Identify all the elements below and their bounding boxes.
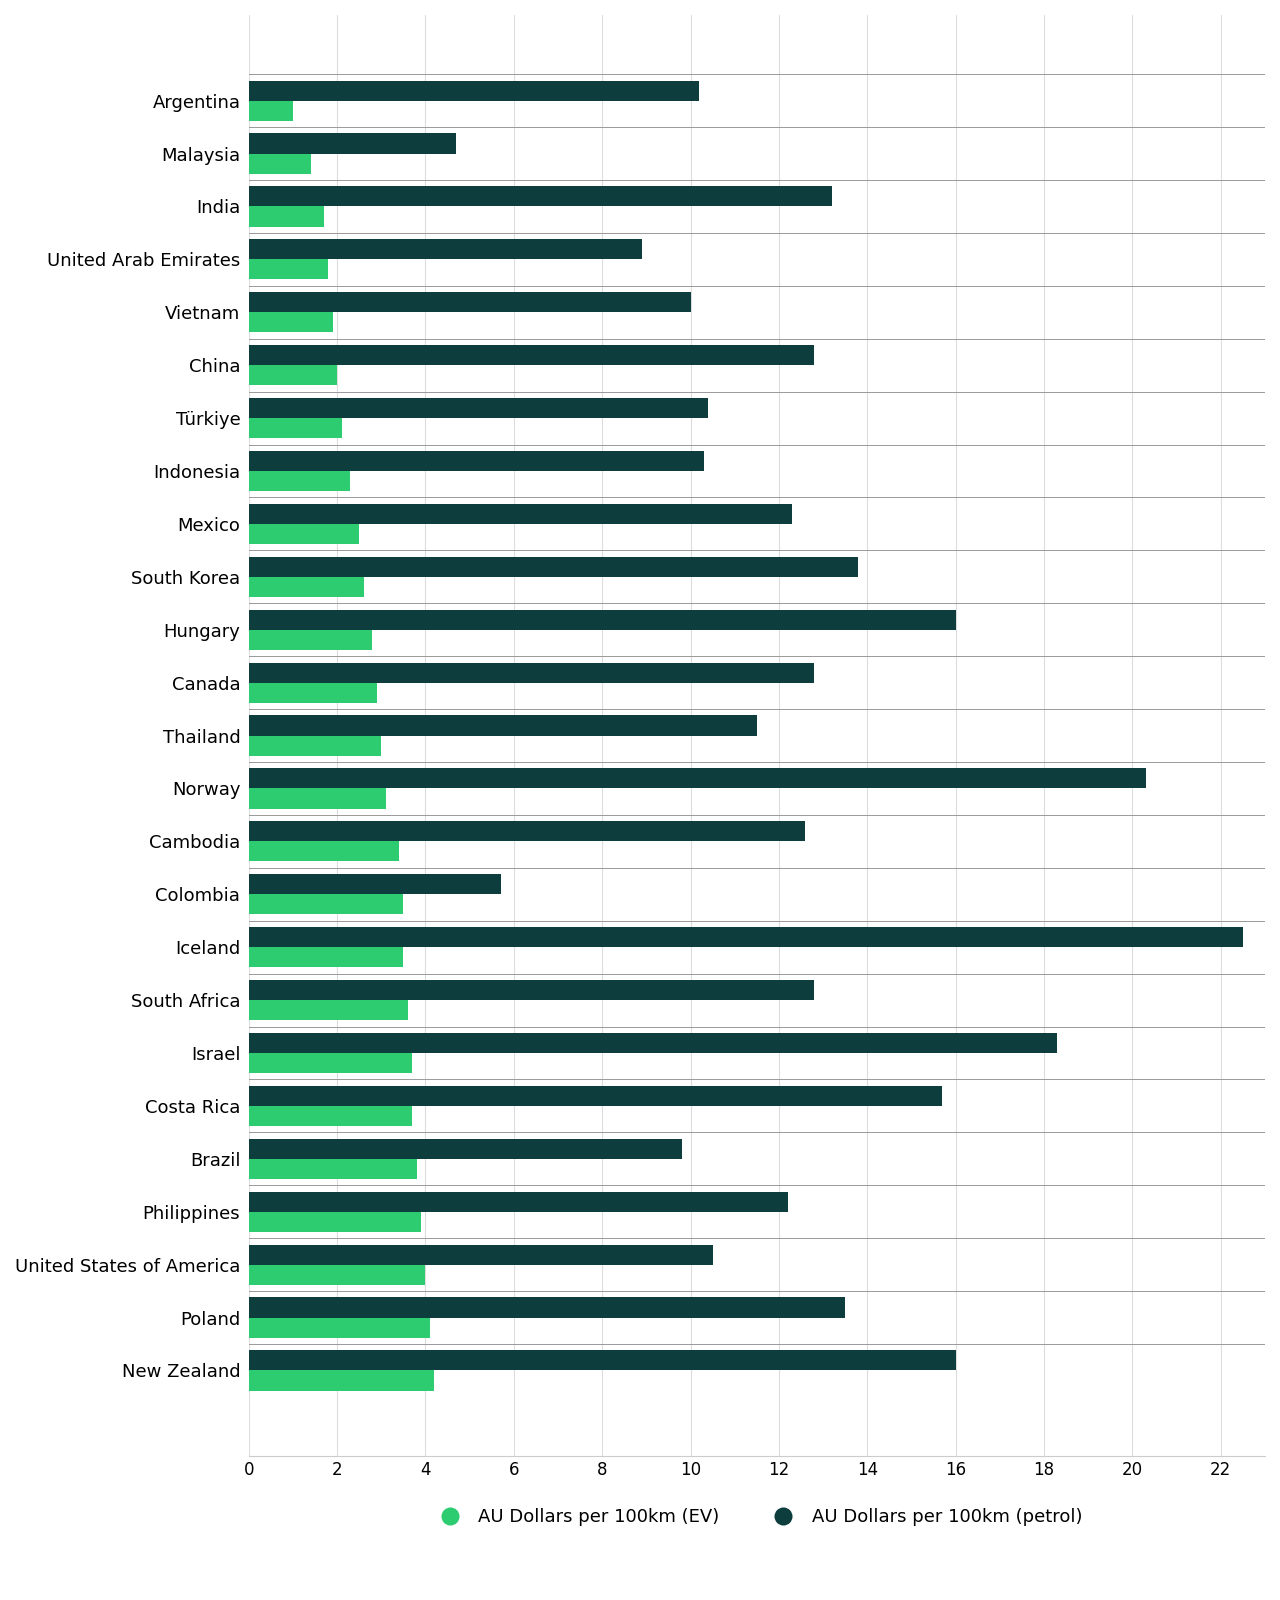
Bar [248,1350,956,1371]
Bar [248,768,1146,789]
Bar [248,1317,430,1338]
Bar [248,504,792,523]
Bar [248,346,814,365]
Bar [248,365,337,386]
Bar [248,683,376,702]
Bar [248,293,691,312]
Bar [248,874,500,894]
Bar [248,133,457,154]
Bar [248,1053,412,1074]
Bar [248,240,643,259]
Bar [248,1000,408,1021]
Bar [248,578,364,597]
Bar [248,715,756,736]
Bar [248,610,956,630]
Bar [248,821,805,842]
Bar [248,1211,421,1232]
Bar [248,894,403,914]
Bar [248,418,342,438]
Bar [248,1086,942,1106]
Legend: AU Dollars per 100km (EV), AU Dollars per 100km (petrol): AU Dollars per 100km (EV), AU Dollars pe… [424,1501,1089,1533]
Bar [248,1139,682,1158]
Bar [248,789,385,808]
Bar [248,398,708,418]
Bar [248,1245,713,1264]
Bar [248,101,293,120]
Bar [248,154,311,174]
Bar [248,80,699,101]
Bar [248,662,814,683]
Bar [248,1264,425,1285]
Bar [248,557,859,578]
Bar [248,1192,787,1211]
Bar [248,630,372,650]
Bar [248,523,360,544]
Bar [248,947,403,968]
Bar [248,259,328,280]
Bar [248,926,1243,947]
Bar [248,1298,845,1317]
Bar [248,736,381,755]
Bar [248,1371,434,1390]
Bar [248,470,351,491]
Bar [248,1034,1057,1053]
Bar [248,981,814,1000]
Bar [248,842,399,861]
Bar [248,186,832,206]
Bar [248,451,704,470]
Bar [248,206,324,227]
Bar [248,1106,412,1126]
Bar [248,1158,416,1179]
Bar [248,312,333,333]
